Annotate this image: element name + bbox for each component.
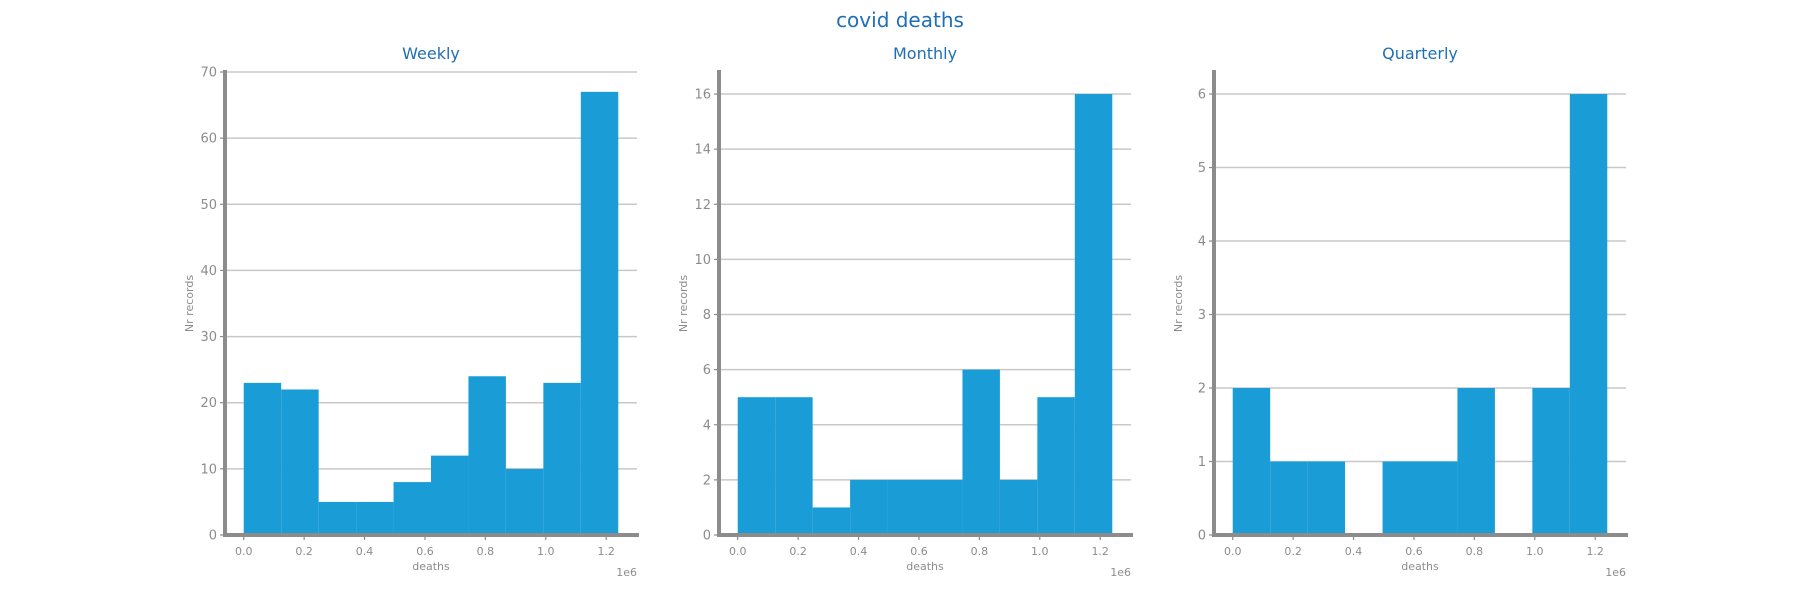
chart-2-x-tick-label: 0.4 [850, 545, 868, 558]
chart-2-x-offset-label: 1e6 [1110, 566, 1131, 579]
chart-2-y-tick-label: 14 [694, 143, 711, 158]
chart-3-y-tick-label: 3 [1198, 308, 1206, 323]
chart-3-bar [1307, 461, 1346, 535]
chart-1-x-tick-label: 0.0 [235, 545, 253, 558]
chart-3-bar [1382, 461, 1420, 535]
chart-2-x-axis-label: deaths [906, 560, 944, 573]
chart-2-bar [812, 507, 851, 535]
chart-2-bar [962, 369, 1000, 535]
figure-title: covid deaths [836, 8, 964, 32]
chart-1-y-tick-label: 10 [200, 462, 217, 477]
chart-1-x-tick-label: 0.6 [416, 545, 434, 558]
chart-3-x-tick-label: 0.6 [1405, 545, 1423, 558]
chart-1-y-tick-label: 50 [200, 198, 217, 213]
chart-1-x-axis-label: deaths [412, 560, 450, 573]
chart-3-y-tick-label: 0 [1198, 529, 1206, 544]
chart-2-y-tick-label: 0 [703, 529, 711, 544]
chart-2-x-tick-label: 0.8 [971, 545, 989, 558]
chart-1-bar [580, 91, 619, 535]
chart-1-bar [505, 468, 544, 535]
chart-1-x-tick-label: 1.0 [537, 545, 555, 558]
chart-2-y-tick-label: 10 [694, 253, 711, 268]
chart-3-bar [1569, 94, 1608, 536]
chart-1-bar [543, 382, 581, 535]
chart-3-y-tick-label: 1 [1198, 455, 1206, 470]
chart-2-y-tick-label: 16 [694, 88, 711, 103]
chart-2-bar [925, 479, 963, 535]
chart-3-x-tick-label: 0.0 [1224, 545, 1242, 558]
chart-1-bar [393, 482, 431, 535]
chart-3-y-tick-label: 6 [1198, 88, 1206, 103]
chart-3-x-axis-label: deaths [1401, 560, 1439, 573]
chart-3-x-offset-label: 1e6 [1605, 566, 1626, 579]
chart-1-bar [243, 382, 282, 535]
chart-2-x-tick-label: 0.0 [729, 545, 747, 558]
chart-2-x-tick-label: 1.0 [1031, 545, 1049, 558]
chart-3-x-tick-label: 1.2 [1586, 545, 1604, 558]
chart-1-y-tick-label: 20 [200, 396, 217, 411]
chart-1-x-offset-label: 1e6 [616, 566, 637, 579]
chart-3-x-tick-label: 0.8 [1466, 545, 1484, 558]
chart-2-y-tick-label: 12 [694, 198, 711, 213]
chart-3-bar [1270, 461, 1308, 535]
chart-3-bar [1420, 461, 1458, 535]
chart-3-bar [1532, 388, 1570, 535]
chart-1-y-tick-label: 60 [200, 132, 217, 147]
chart-2-x-tick-label: 0.2 [789, 545, 807, 558]
chart-3-y-tick-label: 2 [1198, 382, 1206, 397]
chart-2-y-tick-label: 4 [703, 418, 711, 433]
chart-2-bar [775, 397, 813, 535]
chart-3-title: Quarterly [1382, 44, 1458, 63]
chart-3-x-tick-label: 1.0 [1526, 545, 1544, 558]
chart-2-y-tick-label: 2 [703, 473, 711, 488]
chart-2-bar [850, 479, 888, 535]
chart-1-y-tick-label: 70 [200, 66, 217, 81]
chart-3-bar [1232, 388, 1271, 535]
chart-1-bar [431, 455, 469, 535]
chart-1-bar [318, 501, 357, 535]
chart-2-bar [737, 397, 776, 535]
chart-3-x-tick-label: 0.2 [1284, 545, 1302, 558]
chart-1-y-tick-label: 40 [200, 264, 217, 279]
chart-1-x-tick-label: 1.2 [597, 545, 615, 558]
chart-1-bar [356, 501, 394, 535]
chart-1-x-tick-label: 0.2 [295, 545, 313, 558]
chart-1-x-tick-label: 0.8 [477, 545, 495, 558]
chart-1-y-tick-label: 30 [200, 330, 217, 345]
chart-3-y-tick-label: 4 [1198, 235, 1206, 250]
chart-2-title: Monthly [893, 44, 957, 63]
chart-2-y-axis-label: Nr records [677, 275, 690, 332]
chart-3-x-tick-label: 0.4 [1345, 545, 1363, 558]
chart-3-y-axis-label: Nr records [1172, 275, 1185, 332]
chart-2-y-tick-label: 8 [703, 308, 711, 323]
chart-1-bar [468, 376, 506, 535]
chart-2-bar [1037, 397, 1075, 535]
chart-2-x-tick-label: 0.6 [910, 545, 928, 558]
chart-1-x-tick-label: 0.4 [356, 545, 374, 558]
chart-2-x-tick-label: 1.2 [1091, 545, 1109, 558]
chart-1-y-axis-label: Nr records [183, 275, 196, 332]
chart-1-bar [281, 389, 319, 535]
chart-3-bar [1457, 388, 1495, 535]
chart-3-y-tick-label: 5 [1198, 161, 1206, 176]
chart-2-y-tick-label: 6 [703, 363, 711, 378]
chart-2-bar [1074, 94, 1113, 536]
chart-2-bar [887, 479, 925, 535]
chart-2-bar [999, 479, 1038, 535]
chart-1-y-tick-label: 0 [209, 529, 217, 544]
chart-1-title: Weekly [402, 44, 460, 63]
